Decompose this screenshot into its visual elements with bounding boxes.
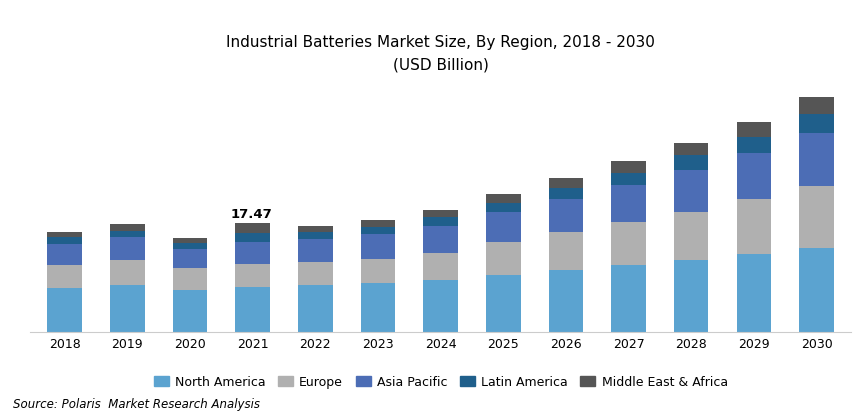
Bar [737,254,772,332]
Bar [737,153,772,199]
Bar [737,199,772,254]
Bar [298,226,333,232]
Bar [486,242,520,275]
Bar [298,239,333,261]
Bar [549,178,583,188]
Bar [173,268,207,290]
Bar [361,227,395,234]
Bar [674,155,708,169]
Legend: North America, Europe, Asia Pacific, Latin America, Middle East & Africa: North America, Europe, Asia Pacific, Lat… [149,371,733,393]
Bar [298,286,333,332]
Bar [173,290,207,332]
Bar [737,137,772,153]
Bar [423,226,458,253]
Title: Industrial Batteries Market Size, By Region, 2018 - 2030
(USD Billion): Industrial Batteries Market Size, By Reg… [226,35,655,72]
Bar [423,281,458,332]
Bar [674,169,708,212]
Bar [361,259,395,283]
Bar [235,287,270,332]
Bar [48,232,82,237]
Bar [110,260,144,286]
Bar [549,270,583,332]
Bar [298,232,333,239]
Bar [799,114,834,133]
Bar [110,286,144,332]
Bar [737,122,772,137]
Bar [173,243,207,249]
Bar [423,253,458,281]
Bar [361,234,395,259]
Bar [235,223,270,233]
Bar [799,248,834,332]
Bar [612,265,645,332]
Bar [173,249,207,268]
Bar [173,238,207,243]
Bar [612,173,645,185]
Bar [486,203,520,212]
Text: 17.47: 17.47 [231,208,272,221]
Bar [549,188,583,199]
Bar [423,210,458,217]
Bar [110,231,144,237]
Bar [674,212,708,261]
Bar [235,242,270,264]
Bar [423,217,458,226]
Bar [486,275,520,332]
Bar [486,194,520,203]
Bar [549,199,583,232]
Bar [110,224,144,231]
Bar [612,222,645,265]
Bar [612,161,645,173]
Bar [799,186,834,248]
Bar [235,264,270,287]
Text: Source: Polaris  Market Research Analysis: Source: Polaris Market Research Analysis [13,398,260,411]
Bar [799,97,834,114]
Bar [48,244,82,265]
Bar [361,220,395,227]
Bar [612,185,645,222]
Bar [674,143,708,155]
Bar [110,237,144,260]
Bar [486,212,520,242]
Bar [361,283,395,332]
Bar [799,133,834,186]
Bar [235,233,270,242]
Bar [48,265,82,288]
Bar [674,261,708,332]
Bar [48,288,82,332]
Bar [48,237,82,244]
Bar [298,262,333,286]
Bar [549,232,583,270]
